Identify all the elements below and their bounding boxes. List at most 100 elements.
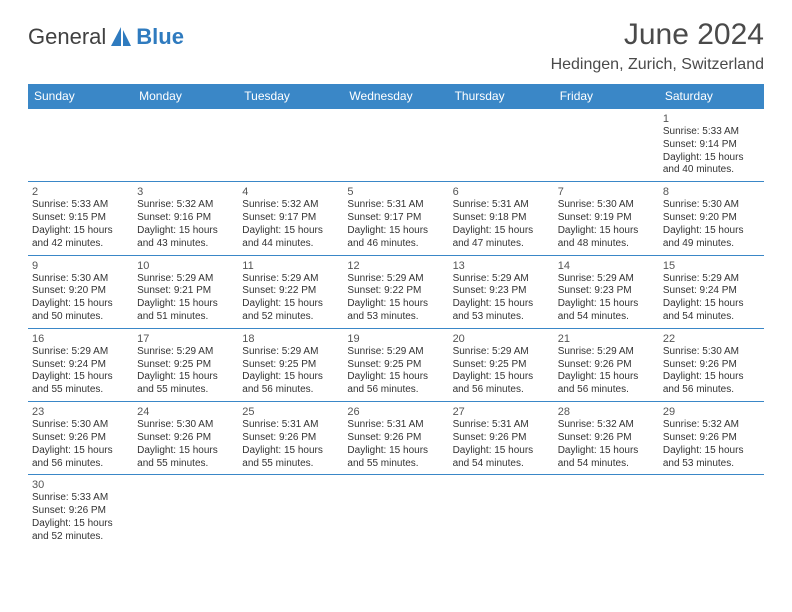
sunset-text: Sunset: 9:26 PM: [663, 432, 760, 445]
sunset-text: Sunset: 9:21 PM: [137, 285, 234, 298]
day-cell: 3Sunrise: 5:32 AMSunset: 9:16 PMDaylight…: [133, 182, 238, 255]
sunrise-text: Sunrise: 5:31 AM: [453, 199, 550, 212]
sunset-text: Sunset: 9:26 PM: [558, 432, 655, 445]
day-cell: 25Sunrise: 5:31 AMSunset: 9:26 PMDayligh…: [238, 402, 343, 475]
empty-cell: [554, 109, 659, 182]
daylight-text: Daylight: 15 hours and 55 minutes.: [242, 445, 339, 471]
sunset-text: Sunset: 9:17 PM: [347, 212, 444, 225]
calendar-row: 30Sunrise: 5:33 AMSunset: 9:26 PMDayligh…: [28, 475, 764, 548]
day-cell: 17Sunrise: 5:29 AMSunset: 9:25 PMDayligh…: [133, 328, 238, 401]
day-cell: 11Sunrise: 5:29 AMSunset: 9:22 PMDayligh…: [238, 255, 343, 328]
calendar-row: 2Sunrise: 5:33 AMSunset: 9:15 PMDaylight…: [28, 182, 764, 255]
daylight-text: Daylight: 15 hours and 56 minutes.: [558, 371, 655, 397]
sunrise-text: Sunrise: 5:33 AM: [663, 126, 760, 139]
sunset-text: Sunset: 9:17 PM: [242, 212, 339, 225]
sunset-text: Sunset: 9:26 PM: [137, 432, 234, 445]
daylight-text: Daylight: 15 hours and 54 minutes.: [558, 445, 655, 471]
day-cell: 23Sunrise: 5:30 AMSunset: 9:26 PMDayligh…: [28, 402, 133, 475]
sunrise-text: Sunrise: 5:29 AM: [242, 346, 339, 359]
day-cell: 13Sunrise: 5:29 AMSunset: 9:23 PMDayligh…: [449, 255, 554, 328]
day-cell: 12Sunrise: 5:29 AMSunset: 9:22 PMDayligh…: [343, 255, 448, 328]
sunrise-text: Sunrise: 5:31 AM: [453, 419, 550, 432]
calendar-row: 1Sunrise: 5:33 AMSunset: 9:14 PMDaylight…: [28, 109, 764, 182]
weekday-header: Friday: [554, 84, 659, 109]
sunset-text: Sunset: 9:25 PM: [453, 359, 550, 372]
daylight-text: Daylight: 15 hours and 56 minutes.: [347, 371, 444, 397]
sunset-text: Sunset: 9:26 PM: [347, 432, 444, 445]
day-cell: 20Sunrise: 5:29 AMSunset: 9:25 PMDayligh…: [449, 328, 554, 401]
daylight-text: Daylight: 15 hours and 47 minutes.: [453, 225, 550, 251]
day-cell: 29Sunrise: 5:32 AMSunset: 9:26 PMDayligh…: [659, 402, 764, 475]
day-cell: 18Sunrise: 5:29 AMSunset: 9:25 PMDayligh…: [238, 328, 343, 401]
day-number: 13: [453, 259, 550, 273]
sunrise-text: Sunrise: 5:29 AM: [453, 273, 550, 286]
day-number: 2: [32, 185, 129, 199]
daylight-text: Daylight: 15 hours and 52 minutes.: [242, 298, 339, 324]
weekday-header: Monday: [133, 84, 238, 109]
daylight-text: Daylight: 15 hours and 48 minutes.: [558, 225, 655, 251]
empty-cell: [554, 475, 659, 548]
sunset-text: Sunset: 9:16 PM: [137, 212, 234, 225]
sunset-text: Sunset: 9:18 PM: [453, 212, 550, 225]
daylight-text: Daylight: 15 hours and 54 minutes.: [663, 298, 760, 324]
location: Hedingen, Zurich, Switzerland: [551, 56, 764, 74]
day-number: 7: [558, 185, 655, 199]
day-cell: 19Sunrise: 5:29 AMSunset: 9:25 PMDayligh…: [343, 328, 448, 401]
daylight-text: Daylight: 15 hours and 55 minutes.: [137, 445, 234, 471]
sunset-text: Sunset: 9:26 PM: [453, 432, 550, 445]
day-number: 1: [663, 112, 760, 126]
empty-cell: [28, 109, 133, 182]
daylight-text: Daylight: 15 hours and 52 minutes.: [32, 518, 129, 544]
day-number: 19: [347, 332, 444, 346]
brand-logo: General Blue: [28, 24, 184, 50]
daylight-text: Daylight: 15 hours and 53 minutes.: [347, 298, 444, 324]
day-number: 27: [453, 405, 550, 419]
sunset-text: Sunset: 9:26 PM: [242, 432, 339, 445]
brand-text-general: General: [28, 24, 106, 50]
day-number: 22: [663, 332, 760, 346]
sunrise-text: Sunrise: 5:32 AM: [663, 419, 760, 432]
day-cell: 24Sunrise: 5:30 AMSunset: 9:26 PMDayligh…: [133, 402, 238, 475]
calendar-row: 23Sunrise: 5:30 AMSunset: 9:26 PMDayligh…: [28, 402, 764, 475]
weekday-header: Thursday: [449, 84, 554, 109]
day-number: 29: [663, 405, 760, 419]
day-number: 20: [453, 332, 550, 346]
daylight-text: Daylight: 15 hours and 49 minutes.: [663, 225, 760, 251]
sunset-text: Sunset: 9:23 PM: [453, 285, 550, 298]
daylight-text: Daylight: 15 hours and 44 minutes.: [242, 225, 339, 251]
day-cell: 8Sunrise: 5:30 AMSunset: 9:20 PMDaylight…: [659, 182, 764, 255]
day-cell: 2Sunrise: 5:33 AMSunset: 9:15 PMDaylight…: [28, 182, 133, 255]
day-number: 14: [558, 259, 655, 273]
empty-cell: [133, 475, 238, 548]
sunrise-text: Sunrise: 5:32 AM: [137, 199, 234, 212]
daylight-text: Daylight: 15 hours and 40 minutes.: [663, 152, 760, 178]
day-cell: 16Sunrise: 5:29 AMSunset: 9:24 PMDayligh…: [28, 328, 133, 401]
sunrise-text: Sunrise: 5:29 AM: [663, 273, 760, 286]
day-number: 23: [32, 405, 129, 419]
daylight-text: Daylight: 15 hours and 53 minutes.: [453, 298, 550, 324]
day-number: 4: [242, 185, 339, 199]
day-number: 17: [137, 332, 234, 346]
sunrise-text: Sunrise: 5:32 AM: [558, 419, 655, 432]
daylight-text: Daylight: 15 hours and 56 minutes.: [453, 371, 550, 397]
sunrise-text: Sunrise: 5:31 AM: [347, 419, 444, 432]
day-cell: 15Sunrise: 5:29 AMSunset: 9:24 PMDayligh…: [659, 255, 764, 328]
day-number: 30: [32, 478, 129, 492]
sunrise-text: Sunrise: 5:29 AM: [347, 273, 444, 286]
sunrise-text: Sunrise: 5:30 AM: [32, 419, 129, 432]
sunset-text: Sunset: 9:20 PM: [663, 212, 760, 225]
daylight-text: Daylight: 15 hours and 42 minutes.: [32, 225, 129, 251]
day-cell: 30Sunrise: 5:33 AMSunset: 9:26 PMDayligh…: [28, 475, 133, 548]
day-cell: 1Sunrise: 5:33 AMSunset: 9:14 PMDaylight…: [659, 109, 764, 182]
day-cell: 26Sunrise: 5:31 AMSunset: 9:26 PMDayligh…: [343, 402, 448, 475]
empty-cell: [343, 109, 448, 182]
day-cell: 14Sunrise: 5:29 AMSunset: 9:23 PMDayligh…: [554, 255, 659, 328]
day-number: 12: [347, 259, 444, 273]
sunset-text: Sunset: 9:26 PM: [663, 359, 760, 372]
empty-cell: [659, 475, 764, 548]
day-number: 9: [32, 259, 129, 273]
sunset-text: Sunset: 9:25 PM: [347, 359, 444, 372]
sunset-text: Sunset: 9:22 PM: [347, 285, 444, 298]
weekday-header: Tuesday: [238, 84, 343, 109]
daylight-text: Daylight: 15 hours and 54 minutes.: [558, 298, 655, 324]
